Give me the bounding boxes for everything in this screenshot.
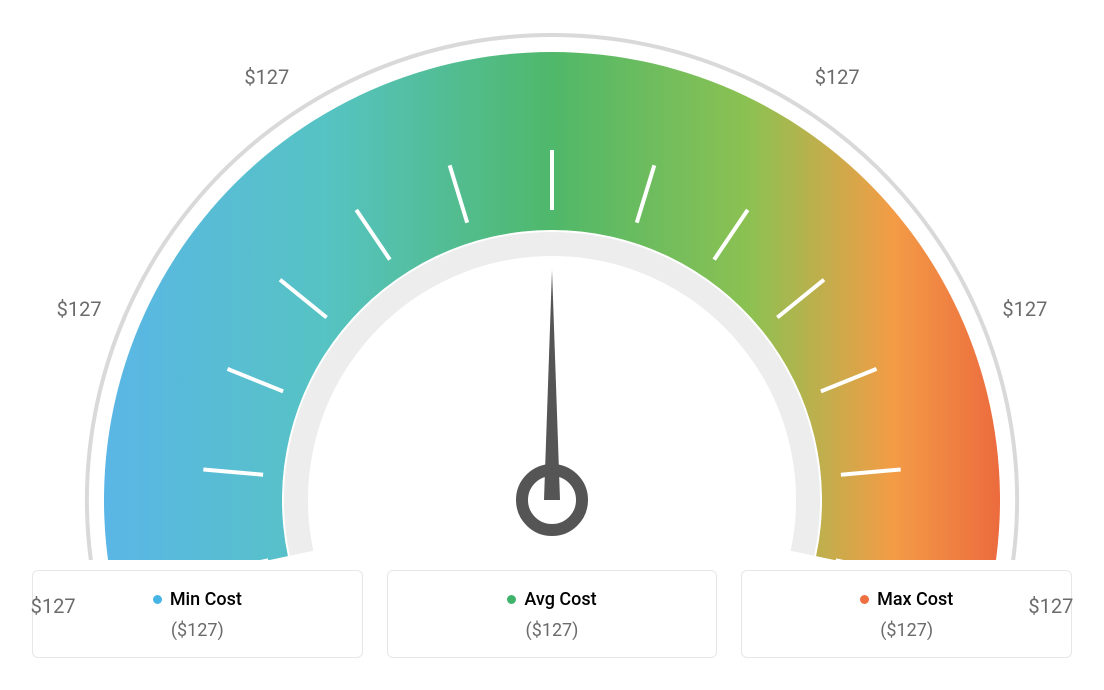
legend-value-max: ($127) bbox=[752, 620, 1061, 641]
gauge-tick-label: $127 bbox=[31, 594, 76, 618]
legend-row: Min Cost ($127) Avg Cost ($127) Max Cost… bbox=[0, 570, 1104, 658]
legend-title-min: Min Cost bbox=[153, 589, 242, 610]
gauge-tick-label: $127 bbox=[530, 0, 575, 2]
legend-card-avg: Avg Cost ($127) bbox=[387, 570, 718, 658]
legend-card-min: Min Cost ($127) bbox=[32, 570, 363, 658]
gauge-tick-label: $127 bbox=[1002, 297, 1047, 321]
legend-label-min: Min Cost bbox=[170, 589, 242, 610]
legend-label-max: Max Cost bbox=[877, 589, 953, 610]
legend-title-max: Max Cost bbox=[860, 589, 953, 610]
gauge-chart: $127$127$127$127$127$127$127 bbox=[0, 0, 1104, 560]
legend-value-min: ($127) bbox=[43, 620, 352, 641]
legend-dot-avg bbox=[507, 595, 516, 604]
legend-label-avg: Avg Cost bbox=[524, 589, 596, 610]
legend-dot-max bbox=[860, 595, 869, 604]
legend-title-avg: Avg Cost bbox=[507, 589, 596, 610]
legend-value-avg: ($127) bbox=[398, 620, 707, 641]
gauge-svg bbox=[0, 0, 1104, 560]
gauge-tick-label: $127 bbox=[57, 297, 102, 321]
gauge-tick-label: $127 bbox=[815, 65, 860, 89]
gauge-tick-label: $127 bbox=[244, 65, 289, 89]
legend-card-max: Max Cost ($127) bbox=[741, 570, 1072, 658]
gauge-tick-label: $127 bbox=[1028, 594, 1073, 618]
legend-dot-min bbox=[153, 595, 162, 604]
